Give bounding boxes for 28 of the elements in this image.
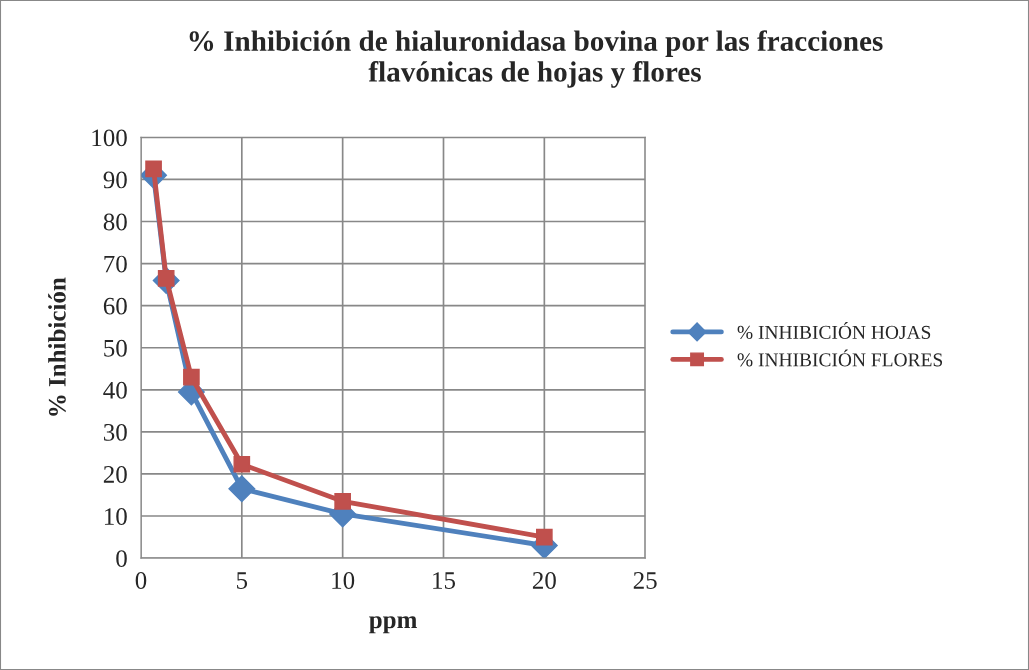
y-tick-label: 0 — [116, 550, 127, 568]
y-tick-label: 40 — [103, 381, 127, 399]
y-axis-title: % Inhibición — [48, 277, 66, 416]
x-tick-label: 5 — [237, 572, 248, 589]
point — [228, 475, 256, 503]
point — [183, 368, 200, 386]
y-tick-label: 90 — [103, 171, 127, 189]
x-tick-label: 15 — [433, 572, 456, 589]
point — [536, 528, 553, 546]
y-tick-label: 10 — [104, 508, 127, 525]
y-tick-label: 20 — [103, 466, 127, 483]
point — [334, 492, 351, 510]
x-tick-label: 25 — [633, 572, 657, 589]
legend-label: % INHIBICIÓN HOJAS — [737, 322, 931, 339]
chart-title: % Inhibición de hialuronidasa bovina por las fracciones flavónicas de hojas y flores — [189, 30, 883, 88]
x-tick-label: 10 — [332, 572, 355, 589]
y-tick-label: 60 — [103, 297, 127, 315]
y-tick-label: 100 — [92, 129, 127, 147]
point — [145, 160, 162, 178]
y-tick-label: 50 — [104, 339, 127, 357]
y-tick-label: 80 — [103, 213, 127, 231]
legend-label: % INHIBICIÓN FLORES — [737, 349, 943, 367]
point — [233, 455, 251, 473]
y-tick-label: 70 — [104, 255, 127, 273]
x-tick-label: 20 — [532, 572, 556, 589]
y-tick-label: 30 — [103, 423, 127, 441]
x-axis-title: ppm — [369, 616, 417, 634]
x-tick-label: 0 — [135, 572, 147, 589]
